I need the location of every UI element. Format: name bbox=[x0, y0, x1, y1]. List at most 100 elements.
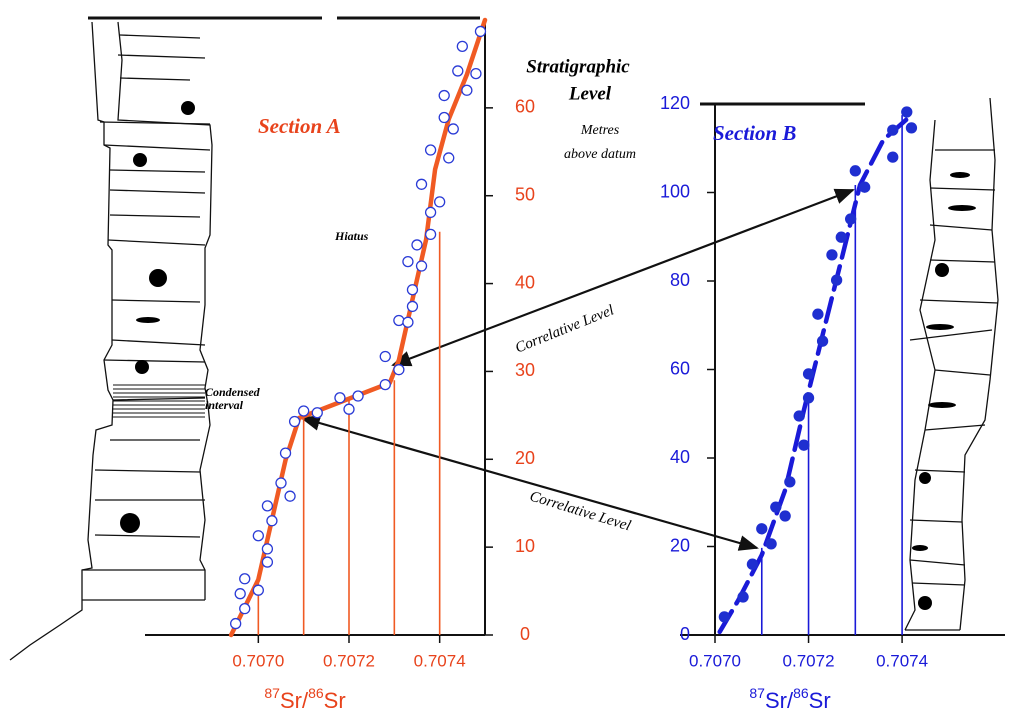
data-point bbox=[447, 123, 459, 135]
fit-curve bbox=[228, 17, 488, 638]
data-point bbox=[470, 67, 482, 80]
x-axis-label-part: 86 bbox=[793, 685, 809, 701]
data-point bbox=[901, 106, 913, 118]
data-point bbox=[275, 477, 287, 489]
section-title: Section B bbox=[713, 121, 796, 145]
y-axis-subtitle: Metres bbox=[580, 123, 620, 138]
data-point bbox=[849, 165, 861, 177]
arrow-label: Correlative Level bbox=[513, 302, 616, 356]
data-point bbox=[234, 588, 246, 600]
x-axis-label-part: 87 bbox=[264, 685, 280, 701]
x-axis-label-part: 86 bbox=[308, 685, 324, 701]
arrow-label: Correlative Level bbox=[528, 488, 633, 534]
y-tick-label: 0 bbox=[680, 624, 690, 644]
y-tick-label: 60 bbox=[515, 97, 535, 117]
y-axis-subtitle: above datum bbox=[564, 147, 636, 162]
data-point bbox=[438, 89, 450, 102]
data-point bbox=[406, 300, 419, 313]
data-point bbox=[887, 124, 899, 136]
section-a-column bbox=[9, 16, 480, 661]
x-axis-label-part: Sr/ bbox=[765, 688, 794, 713]
data-point bbox=[770, 501, 782, 513]
data-point bbox=[887, 151, 899, 163]
data-point bbox=[252, 530, 264, 542]
data-point bbox=[261, 556, 274, 568]
y-axis-title: Stratigraphic bbox=[526, 56, 630, 77]
data-point bbox=[406, 284, 419, 296]
x-tick-label: 0.7074 bbox=[876, 651, 928, 670]
data-point bbox=[424, 206, 437, 219]
data-point bbox=[230, 617, 242, 630]
x-tick-label: 0.7072 bbox=[323, 651, 375, 670]
data-point bbox=[298, 405, 310, 417]
data-point bbox=[379, 378, 391, 391]
data-point bbox=[835, 231, 847, 243]
data-point bbox=[239, 602, 251, 615]
y-tick-label: 10 bbox=[515, 536, 535, 556]
correlation-arrow bbox=[300, 415, 759, 551]
data-point bbox=[718, 611, 731, 623]
x-tick-label: 0.7070 bbox=[232, 651, 284, 670]
data-point bbox=[793, 410, 805, 422]
data-point bbox=[443, 152, 455, 164]
y-tick-label: 120 bbox=[660, 93, 690, 113]
data-point bbox=[411, 239, 423, 251]
data-point bbox=[765, 538, 777, 550]
data-point bbox=[844, 213, 857, 225]
data-point bbox=[311, 407, 323, 419]
data-point bbox=[334, 392, 346, 404]
data-point bbox=[288, 415, 301, 428]
annotation: Condensed bbox=[205, 385, 261, 399]
data-point bbox=[802, 392, 815, 404]
data-point bbox=[343, 403, 355, 415]
y-tick-label: 40 bbox=[515, 272, 535, 292]
data-point bbox=[252, 584, 264, 596]
data-point bbox=[859, 181, 871, 193]
data-point bbox=[905, 122, 918, 134]
section-b-column bbox=[700, 97, 999, 631]
data-point bbox=[756, 523, 768, 535]
fit-curve bbox=[717, 112, 914, 635]
data-point bbox=[802, 368, 815, 380]
data-point bbox=[452, 65, 464, 77]
data-point bbox=[812, 308, 824, 320]
data-point bbox=[266, 515, 278, 527]
x-axis-label: 87Sr/86Sr bbox=[749, 685, 830, 713]
data-point bbox=[746, 558, 759, 570]
data-point bbox=[402, 316, 414, 328]
y-tick-label: 20 bbox=[670, 535, 690, 555]
data-point bbox=[456, 40, 468, 53]
y-axis-title: Level bbox=[568, 83, 612, 104]
annotation: interval bbox=[205, 398, 244, 412]
y-tick-label: 20 bbox=[515, 448, 535, 468]
data-point bbox=[816, 335, 829, 347]
data-point bbox=[438, 111, 450, 124]
x-tick-label: 0.7074 bbox=[414, 651, 466, 670]
y-tick-label: 50 bbox=[515, 184, 535, 204]
x-axis-label-part: Sr/ bbox=[280, 688, 309, 713]
data-point bbox=[461, 84, 473, 96]
y-tick-label: 80 bbox=[670, 270, 690, 290]
data-point bbox=[737, 591, 749, 603]
data-point bbox=[352, 390, 364, 402]
data-point bbox=[402, 255, 414, 268]
data-point bbox=[830, 274, 843, 286]
data-point bbox=[424, 144, 437, 156]
x-axis-label: 87Sr/86Sr bbox=[264, 685, 345, 713]
data-point bbox=[279, 447, 292, 459]
data-point bbox=[784, 476, 796, 488]
y-tick-label: 30 bbox=[515, 360, 535, 380]
section-title: Section A bbox=[258, 114, 341, 138]
data-point bbox=[261, 543, 274, 555]
data-point bbox=[798, 439, 810, 451]
y-tick-label: 60 bbox=[670, 358, 690, 378]
data-point bbox=[379, 350, 391, 363]
correlation-arrow bbox=[391, 188, 855, 367]
data-point bbox=[424, 228, 437, 241]
data-point bbox=[284, 490, 296, 502]
x-tick-label: 0.7070 bbox=[689, 651, 741, 670]
data-point bbox=[415, 178, 428, 190]
y-tick-label: 100 bbox=[660, 181, 690, 201]
data-point bbox=[415, 260, 428, 272]
data-point bbox=[779, 510, 791, 522]
